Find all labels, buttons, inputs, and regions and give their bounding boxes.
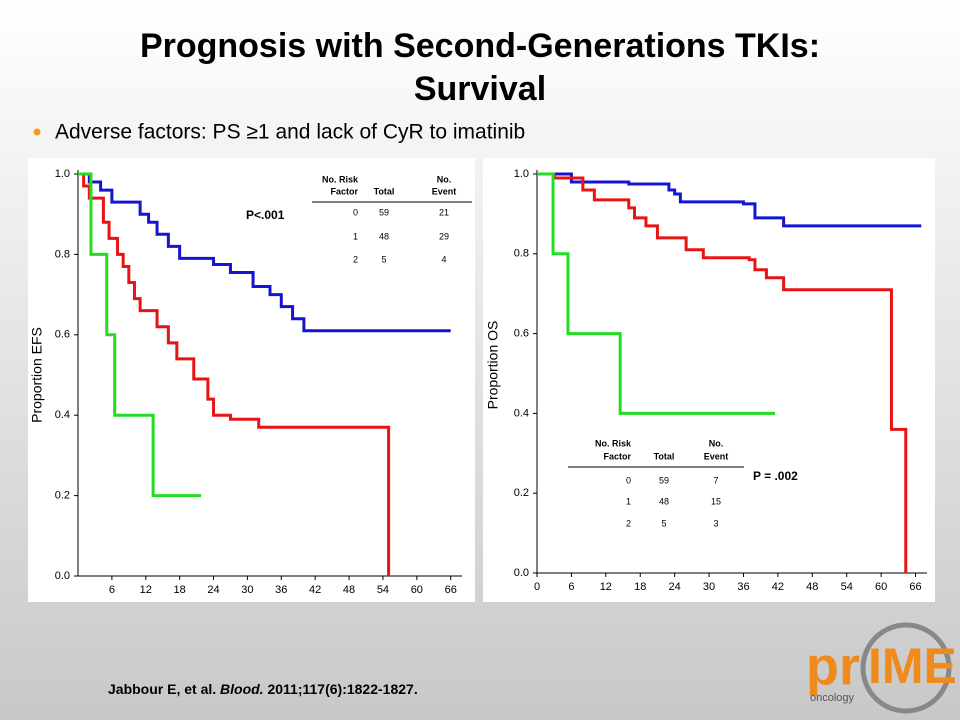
- chart-panel: [483, 158, 935, 602]
- table-cell: 1: [626, 496, 631, 506]
- table-header: Event: [704, 451, 729, 461]
- table-cell: 3: [713, 518, 718, 528]
- survival-curve: [537, 172, 922, 228]
- x-tick-label: 54: [841, 581, 853, 593]
- table-cell: 1: [353, 231, 358, 241]
- citation-authors: Jabbour E, et al.: [108, 681, 216, 697]
- x-tick-label: 24: [207, 584, 219, 596]
- bullet-dot: [33, 128, 41, 136]
- x-tick-label: 30: [703, 581, 715, 593]
- x-tick-label: 54: [377, 584, 389, 596]
- title-line: Prognosis with Second-Generations TKIs:: [140, 27, 820, 65]
- title-line: Survival: [414, 70, 546, 108]
- table-cell: 0: [353, 207, 358, 217]
- x-tick-label: 36: [737, 581, 749, 593]
- table-header: Total: [374, 186, 395, 196]
- survival-curve: [78, 172, 451, 333]
- survival-curve: [78, 172, 202, 498]
- y-tick-label: 0.6: [514, 328, 529, 340]
- x-tick-label: 36: [275, 584, 287, 596]
- table-header: Factor: [603, 451, 631, 461]
- logo-sub: oncology: [810, 692, 855, 704]
- bullet-text: Adverse factors: PS ≥1 and lack of CyR t…: [55, 121, 525, 144]
- x-tick-label: 66: [445, 584, 457, 596]
- citation-journal: Blood.: [220, 681, 264, 697]
- table-cell: 59: [659, 475, 669, 485]
- table-cell: 15: [711, 496, 721, 506]
- x-tick-label: 18: [634, 581, 646, 593]
- logo-accent: IME: [868, 638, 957, 694]
- table-cell: 2: [626, 518, 631, 528]
- table-cell: 29: [439, 231, 449, 241]
- x-tick-label: 42: [772, 581, 784, 593]
- table-header: Factor: [330, 186, 358, 196]
- table-header: Total: [654, 451, 675, 461]
- table-cell: 48: [379, 231, 389, 241]
- citation: Jabbour E, et al. Blood. 2011;117(6):182…: [108, 681, 418, 697]
- table-cell: 7: [713, 475, 718, 485]
- y-tick-label: 0.6: [55, 329, 70, 341]
- table-cell: 2: [353, 254, 358, 264]
- table-cell: 0: [626, 475, 631, 485]
- table-cell: 59: [379, 207, 389, 217]
- y-axis-label: Proportion EFS: [29, 327, 45, 423]
- y-tick-label: 1.0: [514, 168, 529, 180]
- table-cell: 5: [381, 254, 386, 264]
- table-header: Event: [432, 186, 457, 196]
- table-header: No.: [709, 438, 724, 448]
- table-cell: 48: [659, 496, 669, 506]
- table-header: No. Risk: [322, 174, 359, 184]
- x-tick-label: 30: [241, 584, 253, 596]
- citation-ref: 2011;117(6):1822-1827.: [267, 681, 417, 697]
- survival-curve: [78, 172, 391, 576]
- table-header: No. Risk: [595, 438, 632, 448]
- x-tick-label: 6: [568, 581, 574, 593]
- survival-curve: [537, 172, 776, 415]
- x-tick-label: 24: [669, 581, 681, 593]
- x-tick-label: 48: [343, 584, 355, 596]
- x-tick-label: 60: [875, 581, 887, 593]
- x-tick-label: 12: [600, 581, 612, 593]
- p-value: P<.001: [246, 208, 285, 222]
- logo-main: pr: [806, 636, 860, 696]
- table-cell: 21: [439, 207, 449, 217]
- y-tick-label: 0.2: [55, 490, 70, 502]
- y-tick-label: 0.0: [55, 570, 70, 582]
- logo-ring: [860, 622, 952, 714]
- x-tick-label: 60: [411, 584, 423, 596]
- x-tick-label: 6: [109, 584, 115, 596]
- y-tick-label: 0.8: [514, 248, 529, 260]
- table-header: No.: [437, 174, 452, 184]
- x-tick-label: 42: [309, 584, 321, 596]
- y-tick-label: 0.4: [55, 409, 70, 421]
- y-axis-label: Proportion OS: [485, 321, 501, 410]
- x-tick-label: 12: [140, 584, 152, 596]
- table-cell: 5: [661, 518, 666, 528]
- survival-curve: [537, 172, 908, 573]
- x-tick-label: 18: [174, 584, 186, 596]
- x-tick-label: 48: [806, 581, 818, 593]
- x-tick-label: 66: [909, 581, 921, 593]
- y-tick-label: 0.2: [514, 487, 529, 499]
- y-tick-label: 1.0: [55, 168, 70, 180]
- table-cell: 4: [441, 254, 446, 264]
- y-tick-label: 0.4: [514, 407, 529, 419]
- chart-panel: [28, 158, 475, 602]
- p-value: P = .002: [753, 469, 798, 483]
- y-tick-label: 0.8: [55, 248, 70, 260]
- y-tick-label: 0.0: [514, 567, 529, 579]
- x-tick-label: 0: [534, 581, 540, 593]
